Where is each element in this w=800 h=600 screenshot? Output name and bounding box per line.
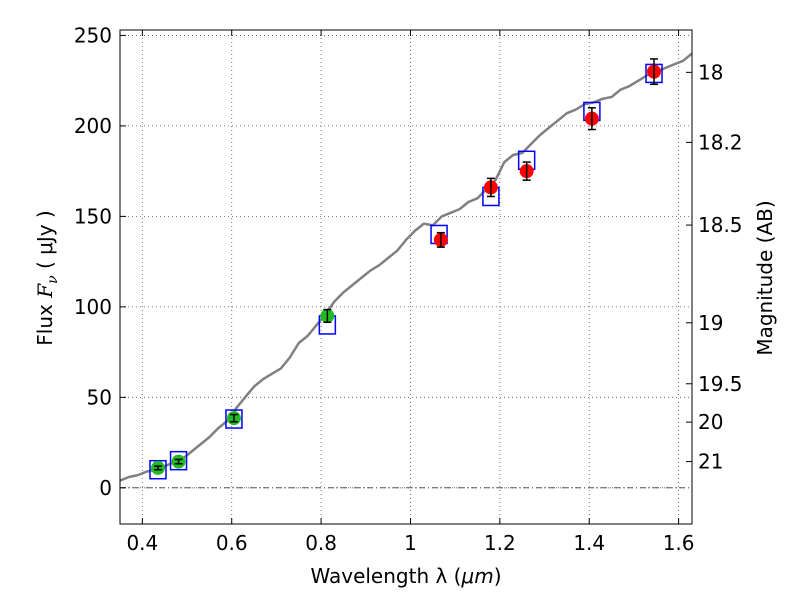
y-tick-label: 150 bbox=[74, 204, 112, 228]
x-tick-label: 1.4 bbox=[573, 531, 605, 555]
y-tick-label: 200 bbox=[74, 114, 112, 138]
y-tick-label: 100 bbox=[74, 295, 112, 319]
right-tick-label: 21 bbox=[698, 450, 723, 474]
model-photometry-box bbox=[225, 409, 243, 429]
x-axis-label: Wavelength λ (μm) bbox=[310, 564, 501, 588]
right-tick-label: 19.5 bbox=[698, 372, 743, 396]
y-tick-label: 0 bbox=[99, 476, 112, 500]
plot-area bbox=[120, 30, 692, 524]
y-axis-label: Flux Fν ( μJy ) bbox=[33, 210, 61, 345]
x-tick-label: 1.2 bbox=[484, 531, 516, 555]
x-tick-label: 0.8 bbox=[305, 531, 337, 555]
right-tick-label: 20 bbox=[698, 410, 723, 434]
data-layer bbox=[120, 52, 692, 482]
x-tick-label: 1.6 bbox=[663, 531, 695, 555]
right-tick-label: 18.5 bbox=[698, 213, 743, 237]
right-tick-label: 18 bbox=[698, 60, 723, 84]
x-tick-label: 0.4 bbox=[126, 531, 158, 555]
model-photometry-box bbox=[149, 459, 167, 480]
y-tick-label: 50 bbox=[87, 385, 112, 409]
right-axis-label: Magnitude (AB) bbox=[753, 200, 777, 355]
axes-layer: 0.4 0.6 0.8 1 1.2 1.4 1.6 0 50 100 150 200 250 18 18.2… bbox=[74, 23, 743, 555]
model-photometry-box bbox=[169, 450, 188, 471]
x-tick-label: 0.6 bbox=[216, 531, 248, 555]
y-tick-label: 250 bbox=[74, 23, 112, 47]
right-tick-label: 19 bbox=[698, 311, 723, 335]
x-tick-label: 1 bbox=[404, 531, 417, 555]
plot-frame bbox=[119, 29, 693, 525]
right-tick-label: 18.2 bbox=[698, 130, 743, 154]
